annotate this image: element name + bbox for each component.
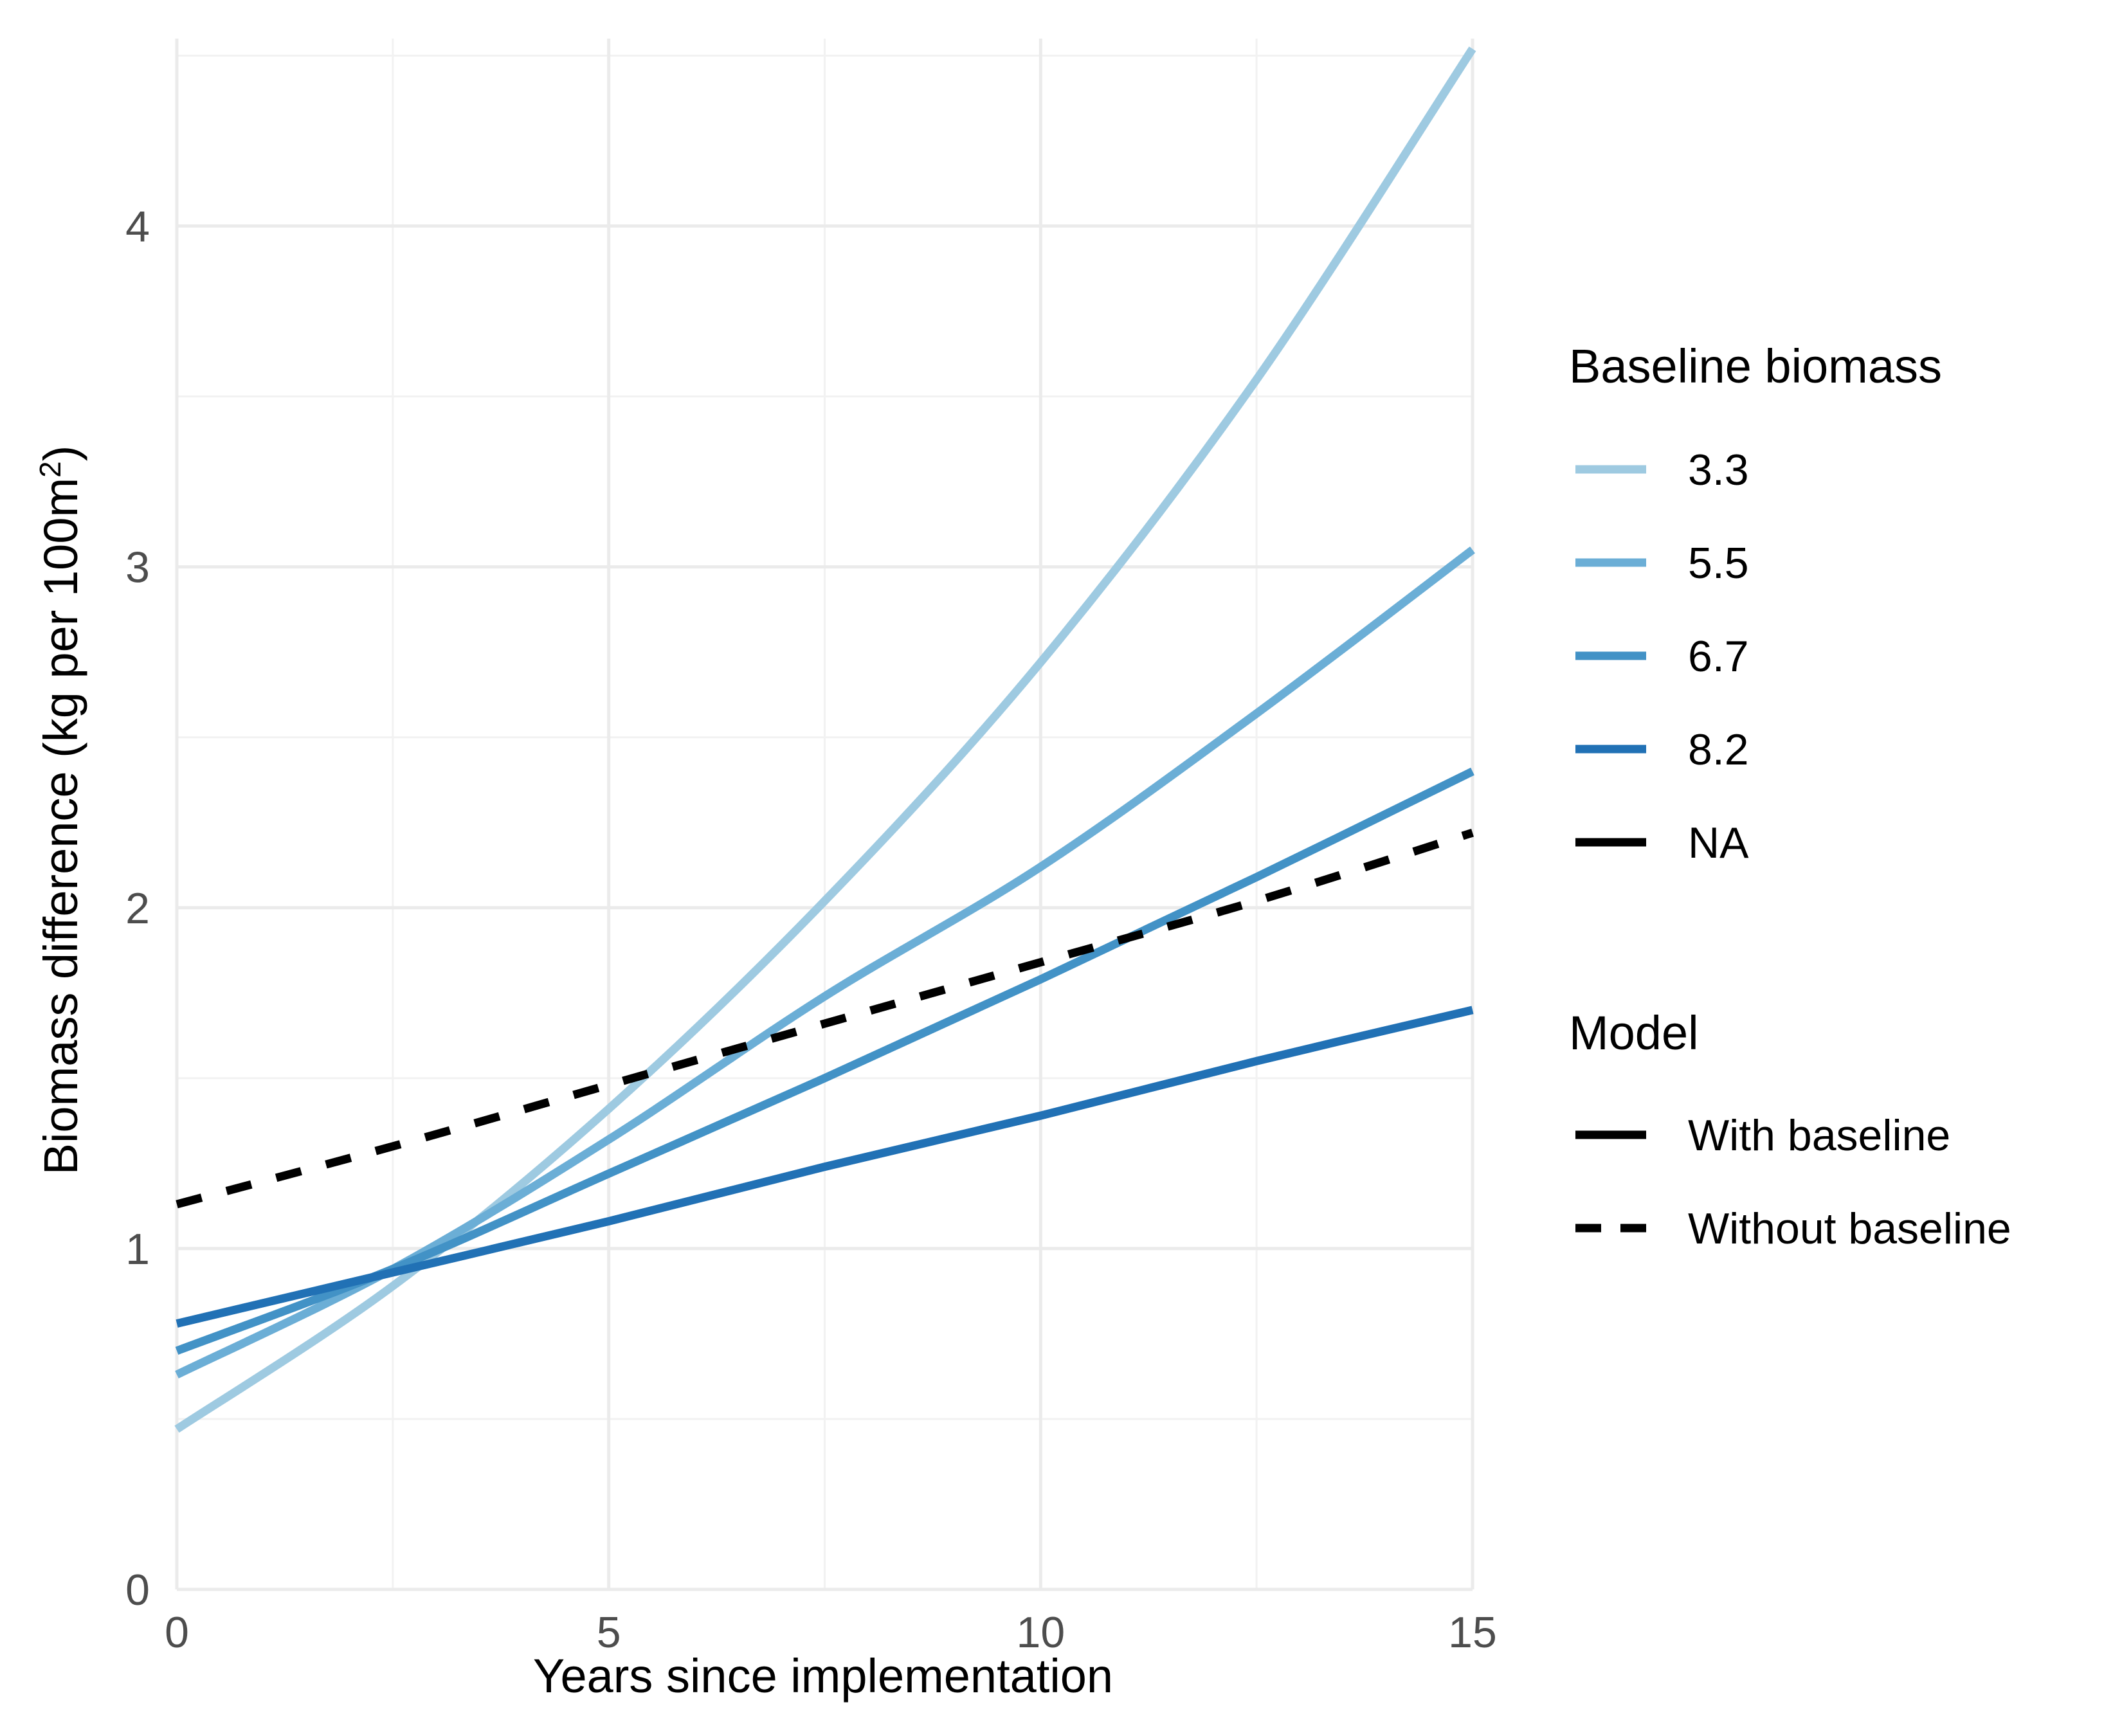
series-line-NA [176,828,1474,1209]
series-lines [174,46,1476,1433]
x-tick-label: 0 [165,1608,189,1657]
y-tick-label: 3 [125,543,150,592]
series-line-8-2 [176,1006,1474,1328]
legend-label: 6.7 [1688,632,1749,681]
legend-label: 8.2 [1688,725,1749,774]
tick-labels: 0 5 10 15 0 1 2 3 4 [125,203,1497,1657]
x-tick-label: 5 [597,1608,621,1657]
grid-lines [175,39,1474,1591]
y-axis-title-close: ) [34,446,87,462]
x-tick-label: 15 [1448,1608,1497,1657]
legend-label: NA [1688,818,1749,867]
y-tick-label: 1 [125,1225,150,1274]
y-tick-label: 2 [125,884,150,933]
x-tick-label: 10 [1017,1608,1066,1657]
y-axis-title-main: Biomass difference (kg per 100m [34,478,87,1175]
legend-label: 3.3 [1688,446,1749,494]
legend-title: Model [1569,1006,1699,1060]
y-axis-title-superscript: 2 [33,461,67,478]
legend-label: 5.5 [1688,539,1749,588]
x-axis-title: Years since implementation [533,1649,1113,1703]
legend-label: Without baseline [1688,1204,2011,1253]
legend-label: With baseline [1688,1111,1950,1160]
series-line-3-3 [174,46,1476,1433]
y-axis-title: Biomass difference (kg per 100m2) [33,446,87,1175]
legend-title: Baseline biomass [1569,339,1942,393]
y-tick-label: 4 [125,203,150,251]
legend: Baseline biomass 3.3 5.5 6.7 8.2 NA Model With … [1569,339,2011,1253]
y-tick-label: 0 [125,1566,150,1614]
